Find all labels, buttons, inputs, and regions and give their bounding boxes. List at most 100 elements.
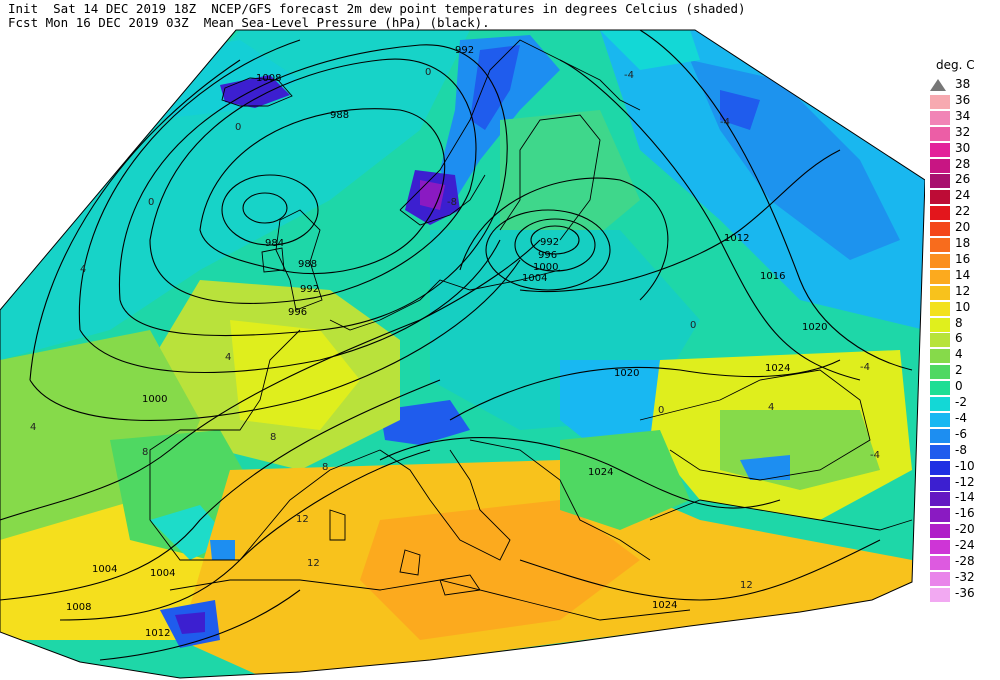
dewpoint-label: 8 bbox=[270, 432, 276, 443]
dewpoint-label: 12 bbox=[307, 558, 320, 569]
isobar-label: 992 bbox=[540, 237, 559, 248]
dewpoint-label: -4 bbox=[720, 117, 730, 128]
isobar-label: 984 bbox=[265, 238, 284, 249]
legend-swatch bbox=[930, 317, 950, 332]
dewpoint-label: 12 bbox=[740, 580, 753, 591]
legend-swatch bbox=[930, 476, 950, 491]
dewpoint-label: -8 bbox=[447, 197, 457, 208]
isobar-label: 1024 bbox=[652, 600, 677, 611]
legend-swatch bbox=[930, 126, 950, 141]
isobar-label: 1024 bbox=[765, 363, 790, 374]
legend-swatch bbox=[930, 206, 950, 221]
header-line-2: Fcst Mon 16 DEC 2019 03Z Mean Sea-Level … bbox=[8, 16, 490, 30]
legend-label: 14 bbox=[955, 267, 971, 282]
legend-label: 26 bbox=[955, 172, 971, 187]
legend-swatch bbox=[930, 253, 950, 268]
legend-label: 10 bbox=[955, 299, 971, 314]
isobar-label: 992 bbox=[300, 284, 319, 295]
dewpoint-label: 4 bbox=[225, 352, 231, 363]
isobar-label: 996 bbox=[288, 307, 307, 318]
dewpoint-label: 4 bbox=[768, 402, 774, 413]
legend-swatch bbox=[930, 142, 950, 157]
legend-swatch bbox=[930, 365, 950, 380]
chart-subtitle: Mean Sea-Level Pressure (hPa) (black). bbox=[203, 15, 490, 30]
legend-label: 30 bbox=[955, 140, 971, 155]
dewpoint-map: 992 988 984 988 992 996 1000 1004 1004 1… bbox=[0, 29, 925, 679]
isobar-label: 996 bbox=[538, 250, 557, 261]
legend-label: -14 bbox=[955, 490, 975, 505]
dewpoint-label: 4 bbox=[80, 264, 86, 275]
isobar-label: 1004 bbox=[150, 568, 175, 579]
legend-label: -12 bbox=[955, 474, 975, 489]
legend-swatch bbox=[930, 524, 950, 539]
dewpoint-label: 0 bbox=[690, 320, 696, 331]
legend-label: 6 bbox=[955, 331, 963, 346]
legend-swatch bbox=[930, 540, 950, 555]
legend-label: 34 bbox=[955, 108, 971, 123]
isobar-label: 1004 bbox=[92, 564, 117, 575]
legend-label: -36 bbox=[955, 585, 975, 600]
legend-swatch bbox=[930, 269, 950, 284]
legend-swatch bbox=[930, 174, 950, 189]
legend-arrow-icon bbox=[930, 79, 946, 91]
legend-swatch bbox=[930, 556, 950, 570]
isobar-labels: 992 988 984 988 992 996 1000 1004 1004 1… bbox=[66, 45, 827, 639]
legend-swatch bbox=[930, 110, 950, 125]
legend-swatch bbox=[930, 397, 950, 411]
isobar-label: 1016 bbox=[760, 271, 785, 282]
isobar-label: 1012 bbox=[145, 628, 170, 639]
dewpoint-label: 0 bbox=[148, 197, 154, 208]
isobar-label: 1024 bbox=[588, 467, 613, 478]
legend-label: 18 bbox=[955, 236, 971, 250]
legend-label: 8 bbox=[955, 315, 963, 330]
isobar-label: 1012 bbox=[724, 233, 749, 244]
legend-title: deg. C bbox=[936, 58, 975, 72]
legend-swatch bbox=[930, 508, 950, 523]
shaded-field bbox=[0, 30, 925, 678]
dewpoint-label: -4 bbox=[870, 450, 880, 461]
isobars bbox=[0, 29, 913, 661]
legend-label: 32 bbox=[955, 124, 971, 139]
legend-swatch bbox=[930, 444, 950, 459]
legend-label: -20 bbox=[955, 522, 975, 537]
legend-label: -2 bbox=[955, 395, 967, 409]
legend-label: 36 bbox=[955, 92, 971, 107]
legend-label: 20 bbox=[955, 220, 971, 235]
dewpoint-label: -4 bbox=[860, 362, 870, 373]
dewpoint-label: 0 bbox=[425, 67, 431, 78]
legend-label: 28 bbox=[955, 156, 971, 171]
legend-label: -10 bbox=[955, 458, 975, 473]
isobar-label: 1000 bbox=[533, 262, 558, 273]
legend-swatch bbox=[930, 158, 950, 173]
isobar-label: 1008 bbox=[256, 73, 281, 84]
map-frame bbox=[0, 29, 925, 679]
legend-label: 0 bbox=[955, 379, 963, 394]
isobar-label: 988 bbox=[298, 259, 317, 270]
legend-swatch bbox=[930, 492, 950, 507]
chart-title: NCEP/GFS forecast 2m dew point temperatu… bbox=[211, 1, 746, 16]
legend-label: 2 bbox=[955, 363, 963, 378]
legend-swatch bbox=[930, 381, 950, 396]
dewpoint-label: 12 bbox=[296, 514, 309, 525]
legend-swatch bbox=[930, 571, 950, 586]
legend-label: -16 bbox=[955, 506, 975, 521]
dewpoint-label: 8 bbox=[142, 447, 148, 458]
legend-label: -4 bbox=[955, 410, 967, 425]
dewpoint-label: 4 bbox=[30, 422, 36, 433]
legend-label: -8 bbox=[955, 442, 967, 457]
legend-swatch bbox=[930, 333, 950, 348]
legend-label: -28 bbox=[955, 554, 975, 568]
legend-swatch bbox=[930, 222, 950, 237]
isobar-label: 992 bbox=[455, 45, 474, 56]
legend-swatch bbox=[930, 190, 950, 205]
dewpoint-label: 0 bbox=[658, 405, 664, 416]
isobar-label: 1004 bbox=[522, 273, 547, 284]
legend-swatch bbox=[930, 301, 950, 316]
legend-label: -24 bbox=[955, 538, 975, 553]
legend-label: 16 bbox=[955, 251, 971, 266]
dewpoint-label: -4 bbox=[624, 70, 634, 81]
dewpoint-label: 0 bbox=[235, 122, 241, 133]
isobar-label: 1020 bbox=[802, 322, 827, 333]
forecast-time: Fcst Mon 16 DEC 2019 03Z bbox=[8, 15, 189, 30]
legend-swatch bbox=[930, 412, 950, 427]
